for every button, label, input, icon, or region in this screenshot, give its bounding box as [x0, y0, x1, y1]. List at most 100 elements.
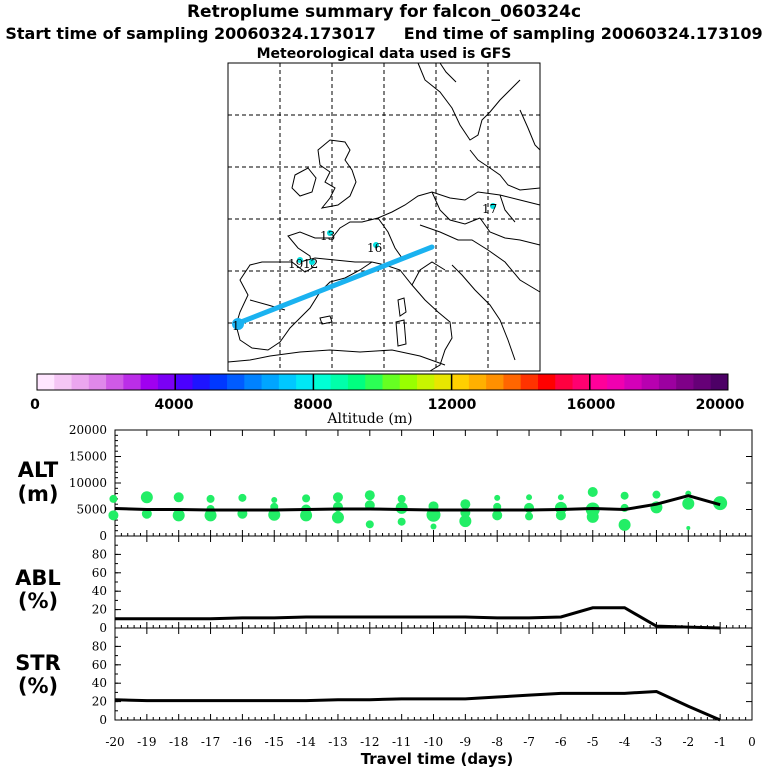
y-tick-label: 60	[92, 658, 107, 672]
colorbar-tick: 16000	[567, 397, 616, 413]
colorbar-swatch	[88, 374, 107, 390]
y-tick-label: 80	[92, 639, 107, 653]
colorbar-swatch	[296, 374, 314, 390]
y-tick-label: 60	[92, 566, 107, 580]
x-tick-label: -6	[555, 735, 567, 749]
colorbar-swatch	[313, 374, 332, 390]
x-tick-label: -7	[523, 735, 535, 749]
y-tick-label: 5000	[76, 503, 107, 517]
colorbar-swatch	[192, 374, 211, 390]
colorbar-swatch	[209, 374, 228, 390]
cluster-point	[557, 494, 564, 501]
cluster-point	[172, 509, 185, 522]
y-tick-label: 0	[99, 713, 107, 727]
timeseries-panels: 20000 15000 10000 5000 0 80 60 40 20 0 80 60 40 20 0 -2…	[69, 423, 756, 749]
y-tick-label: 15000	[69, 450, 107, 464]
marker-12	[309, 259, 315, 265]
cluster-point	[364, 490, 375, 501]
plume-markers	[232, 203, 496, 330]
x-tick-label: -19	[137, 735, 156, 749]
y-tick-label: 40	[92, 584, 107, 598]
colorbar-swatch	[244, 374, 263, 390]
x-tick-label: -5	[587, 735, 599, 749]
cluster-point	[206, 494, 215, 503]
colorbar-swatch	[589, 374, 608, 390]
cluster-point	[713, 496, 728, 511]
colorbar-swatch	[71, 374, 90, 390]
y-tick-label: 40	[92, 676, 107, 690]
y-tick-label: 10000	[69, 476, 107, 490]
cluster-point	[140, 491, 153, 504]
cluster-point	[271, 496, 278, 503]
cluster-point	[173, 492, 184, 503]
colorbar-swatch	[641, 374, 660, 390]
cluster-point	[238, 493, 247, 502]
cluster-point	[652, 490, 661, 499]
colorbar-ticks: 0 4000 8000 12000 16000 20000	[30, 397, 744, 413]
colorbar-swatch	[468, 374, 487, 390]
colorbar-swatch	[106, 374, 124, 390]
x-tick-label: -13	[328, 735, 347, 749]
colorbar-swatch	[658, 374, 677, 390]
colorbar-swatch	[624, 374, 643, 390]
x-tick-label: 0	[748, 735, 756, 749]
colorbar-swatch	[382, 374, 401, 390]
colorbar-swatch	[261, 374, 280, 390]
x-tick-label: -8	[491, 735, 503, 749]
x-tick-label: -1	[714, 735, 726, 749]
str-unit-label: (%)	[18, 674, 58, 698]
map-panel: 1 13 16 17 19 12	[227, 62, 541, 372]
colorbar-tick: 4000	[155, 397, 194, 413]
colorbar-swatch	[140, 374, 159, 390]
colorbar-swatch	[520, 374, 539, 390]
cluster-point	[300, 509, 313, 522]
cluster-point	[332, 492, 343, 503]
x-tick-label: -10	[424, 735, 443, 749]
colorbar-swatch	[54, 374, 73, 390]
start-time-label: Start time of sampling 20060324.173017	[5, 24, 376, 43]
x-tick-label: -16	[233, 735, 252, 749]
x-tick-label: -2	[682, 735, 694, 749]
x-tick-label: -18	[169, 735, 188, 749]
x-tick-label: -3	[651, 735, 663, 749]
cluster-point	[331, 511, 344, 524]
colorbar-swatch	[451, 374, 470, 390]
colorbar-swatch	[227, 374, 245, 390]
y-tick-label: 0	[99, 529, 107, 543]
colorbar-tick: 20000	[696, 397, 745, 413]
colorbar-swatch	[676, 374, 694, 390]
colorbar-swatch	[434, 374, 453, 390]
colorbar-swatch	[555, 374, 574, 390]
str-label: STR	[15, 651, 61, 675]
marker-19	[297, 257, 303, 263]
colorbar-swatch	[503, 374, 522, 390]
cluster-point	[682, 497, 695, 510]
panel-frame	[114, 535, 753, 629]
colorbar-swatch	[572, 374, 591, 390]
colorbar-swatch	[278, 374, 297, 390]
colorbar-tick: 12000	[428, 397, 477, 413]
colorbar-swatch	[175, 374, 193, 390]
met-data-label: Meteorological data used is GFS	[256, 46, 512, 62]
map-coastlines	[227, 62, 541, 372]
colorbar-swatch	[157, 374, 176, 390]
alt-unit-label: (m)	[17, 482, 58, 506]
altitude-colorbar	[36, 373, 729, 391]
cluster-point	[365, 520, 374, 529]
cluster-point	[586, 510, 599, 523]
cluster-point	[395, 501, 408, 514]
y-tick-label: 20	[92, 603, 107, 617]
colorbar-swatch	[330, 374, 349, 390]
map-labels: 1 13 16 17 19 12	[232, 202, 497, 333]
colorbar-swatch	[399, 374, 418, 390]
cluster-point	[686, 526, 691, 531]
colorbar-swatch	[693, 374, 712, 390]
sampling-time-line: Start time of sampling 20060324.173017 E…	[0, 24, 768, 43]
cluster-point	[460, 499, 471, 510]
plume-trajectory	[233, 244, 435, 327]
marker-17	[490, 203, 496, 209]
y-tick-label: 80	[92, 547, 107, 561]
cluster-point	[555, 510, 566, 521]
x-axis-label: Travel time (days)	[361, 750, 514, 768]
